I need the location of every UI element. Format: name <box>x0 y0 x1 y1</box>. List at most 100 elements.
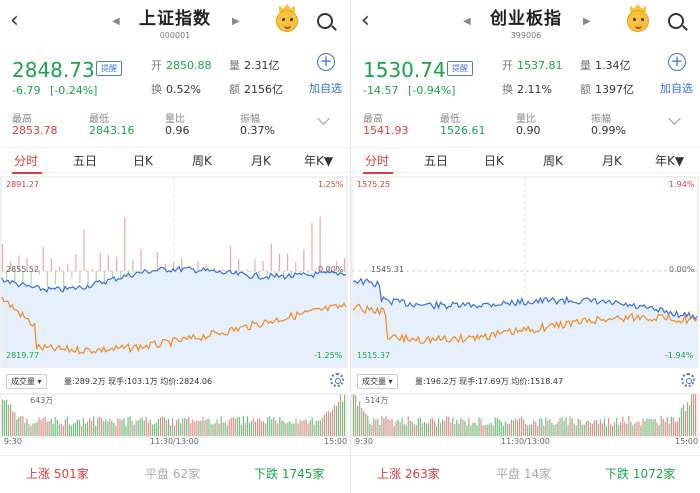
advance-bar <box>286 253 289 271</box>
amp-value: 0.99% <box>591 124 626 137</box>
mascot-icon[interactable] <box>276 10 298 32</box>
volume-bar <box>482 425 484 436</box>
volume-bar <box>446 416 448 436</box>
turnover-label: 换 <box>151 83 162 96</box>
volume-bar <box>607 418 610 436</box>
back-icon[interactable]: ‹ <box>361 8 370 33</box>
back-icon[interactable]: ‹ <box>10 8 19 33</box>
volume-bar <box>182 418 184 436</box>
tab-intraday[interactable]: 分时 <box>365 154 390 168</box>
volume-bar <box>413 424 415 436</box>
volume-bar <box>365 413 367 436</box>
tab-daily-k[interactable]: 日K <box>484 154 504 168</box>
ratio-label: 量比 <box>165 114 185 125</box>
add-watchlist-button[interactable]: 加自选 <box>309 82 342 95</box>
volume-bar <box>143 420 145 436</box>
next-arrow-icon[interactable]: ▶ <box>232 16 240 27</box>
volume-bar <box>113 422 115 436</box>
volume-bar <box>367 415 369 436</box>
volume-bar <box>285 423 287 436</box>
volume-bar <box>188 416 190 436</box>
up-label: 上涨 <box>377 467 402 481</box>
amount-value: 1397亿 <box>595 83 634 96</box>
intraday-chart[interactable] <box>0 175 350 370</box>
volume-bar <box>642 418 644 436</box>
tab-weekly-k[interactable]: 周K <box>543 154 563 168</box>
prev-arrow-icon[interactable]: ◀ <box>463 16 471 27</box>
volume-bar <box>305 419 307 436</box>
tab-monthly-k[interactable]: 月K <box>602 154 622 168</box>
volume-label: 量 <box>580 59 591 72</box>
tab-five-day[interactable]: 五日 <box>424 154 449 168</box>
tab-five-day[interactable]: 五日 <box>73 154 98 168</box>
indicator-select[interactable]: 成交量 ▾ <box>357 374 398 389</box>
volume-bar <box>415 424 417 436</box>
volume-bar <box>20 416 22 436</box>
advance-bar <box>335 261 338 271</box>
chart-bottom-value: 2819.77 <box>6 351 40 360</box>
tab-intraday[interactable]: 分时 <box>14 154 39 168</box>
volume-bar <box>28 424 30 436</box>
search-icon[interactable] <box>317 13 333 29</box>
tab-daily-k[interactable]: 日K <box>133 154 153 168</box>
volume-bar <box>638 421 640 436</box>
volume-bar <box>484 425 486 436</box>
next-arrow-icon[interactable]: ▶ <box>583 16 591 27</box>
advance-bar <box>140 249 142 271</box>
advance-bar <box>50 258 53 271</box>
volume-bar <box>254 421 257 436</box>
tab-monthly-k[interactable]: 月K <box>251 154 271 168</box>
add-icon[interactable]: + <box>317 53 335 71</box>
volume-bar <box>176 420 178 436</box>
advance-bar <box>156 251 158 271</box>
volume-bar <box>323 414 325 436</box>
volume-bar <box>89 418 91 436</box>
add-watchlist-button[interactable]: 加自选 <box>660 82 693 95</box>
volume-bar <box>137 420 139 436</box>
turnover-stat: 换 0.52% <box>151 81 201 97</box>
amp-label: 振幅 <box>240 114 260 125</box>
remind-button[interactable]: 提醒 <box>96 61 122 76</box>
expand-icon[interactable] <box>668 112 681 125</box>
expand-icon[interactable] <box>317 112 330 125</box>
settings-icon[interactable] <box>330 373 344 387</box>
volume-bar <box>95 425 97 436</box>
active-tab-indicator <box>363 172 393 174</box>
volume-bar <box>605 425 608 436</box>
decline-bar <box>87 271 89 285</box>
volume-bar <box>433 420 436 436</box>
flat-count: 平盘 14家 <box>496 465 551 482</box>
indicator-select[interactable]: 成交量 ▾ <box>6 374 47 389</box>
search-icon[interactable] <box>668 13 684 29</box>
price-change: -6.79 [-0.24%] <box>12 84 97 97</box>
turnover-value: 0.52% <box>166 83 201 96</box>
tab-yearly-k[interactable]: 年K▼ <box>304 154 334 168</box>
chart-top-percent: 1.94% <box>669 180 695 189</box>
volume-bar <box>559 418 561 436</box>
intraday-chart[interactable] <box>351 175 700 370</box>
tab-yearly-k[interactable]: 年K▼ <box>655 154 685 168</box>
volume-bar <box>401 417 403 436</box>
prev-arrow-icon[interactable]: ◀ <box>112 16 120 27</box>
settings-icon[interactable] <box>681 373 695 387</box>
volume-bar <box>385 416 387 436</box>
volume-bar <box>444 421 446 436</box>
volume-stat: 量 2.31亿 <box>229 57 280 73</box>
volume-bar <box>658 425 660 436</box>
volume-bar <box>478 417 480 436</box>
tab-weekly-k[interactable]: 周K <box>192 154 212 168</box>
mascot-icon[interactable] <box>627 10 649 32</box>
volume-bar <box>395 421 397 436</box>
volume-bar <box>327 411 329 436</box>
remind-button[interactable]: 提醒 <box>447 61 473 76</box>
page-title: 创业板指 <box>490 9 562 29</box>
volume-bar <box>417 418 419 436</box>
chart-bottom-percent: -1.25% <box>314 351 343 360</box>
volume-bar <box>321 417 323 436</box>
volume-bar <box>103 421 105 436</box>
volume-bar <box>488 424 490 436</box>
volume-bar <box>533 420 535 436</box>
volume-bar <box>591 423 593 436</box>
add-icon[interactable]: + <box>668 53 686 71</box>
price-line <box>352 277 698 321</box>
